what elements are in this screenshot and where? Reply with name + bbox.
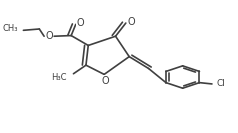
Text: O: O (45, 31, 53, 41)
Text: Cl: Cl (217, 79, 225, 88)
Text: O: O (76, 18, 84, 28)
Text: H₃C: H₃C (51, 72, 67, 82)
Text: CH₃: CH₃ (2, 24, 18, 33)
Text: O: O (101, 76, 109, 86)
Text: O: O (128, 17, 135, 27)
